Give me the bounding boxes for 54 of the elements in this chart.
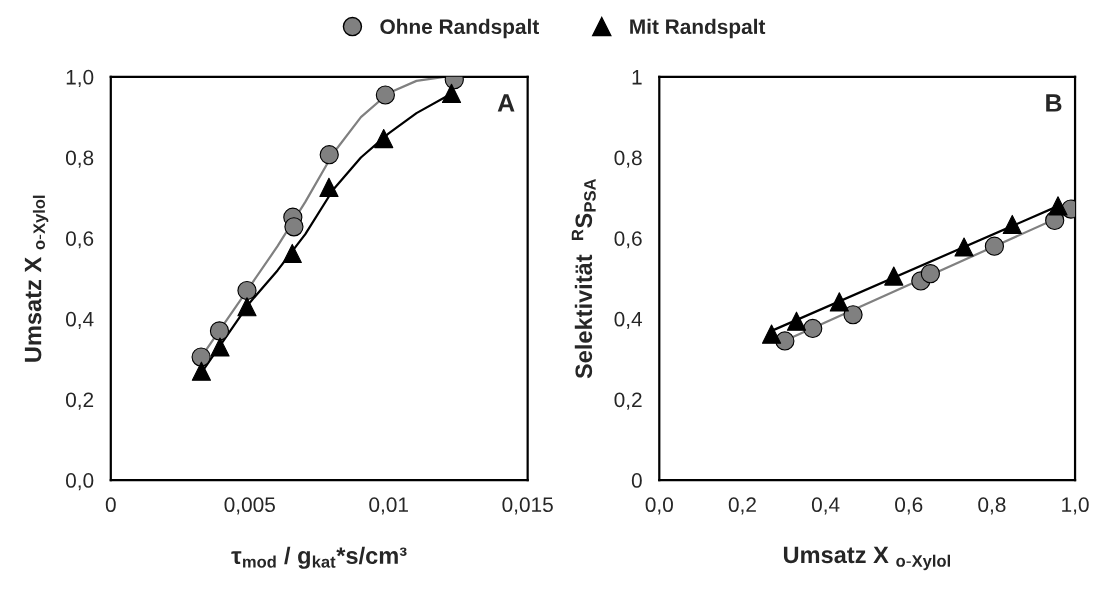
- y-axis-title: Umsatz X $_{o-Xylol}$: [24, 195, 49, 362]
- y-axis-title: Selektivität $^{R}$S$_{PSA}$: [571, 178, 596, 379]
- y-tick-label: 0: [631, 473, 642, 488]
- point: [210, 337, 230, 357]
- x-tick-label: 0: [105, 497, 116, 513]
- x-tick-label: 0,0: [645, 497, 673, 515]
- y-tick-label: 0,8: [614, 150, 642, 168]
- point: [920, 264, 940, 284]
- point: [209, 321, 230, 341]
- point: [191, 361, 212, 381]
- y-tick-label: 0,8: [65, 150, 94, 168]
- x-tick-label: 1,0: [1062, 497, 1089, 515]
- x-tick-label: 0,015: [502, 497, 553, 515]
- point: [843, 305, 863, 325]
- y-tick-label: 0,2: [614, 392, 642, 410]
- x-tick-label: 0,4: [811, 497, 840, 515]
- point: [374, 128, 394, 149]
- point: [237, 297, 257, 317]
- legend-label: Mit Randspalt: [630, 18, 766, 39]
- legend-label: Ohne Randspalt: [380, 18, 539, 39]
- point: [375, 85, 395, 105]
- point: [761, 324, 782, 344]
- x-tick-label: 0,005: [224, 497, 275, 515]
- x-tick-label: 0,01: [369, 497, 408, 515]
- y-tick-label: 0,6: [614, 231, 642, 249]
- point: [884, 266, 904, 286]
- annotation: B: [1046, 94, 1062, 112]
- y-tick-label: 0,6: [65, 231, 94, 249]
- y-tick-label: 0,4: [614, 311, 643, 329]
- point: [1002, 214, 1022, 235]
- point: [237, 280, 257, 301]
- point: [984, 236, 1005, 256]
- x-tick-label: 0,2: [728, 497, 756, 515]
- point: [282, 243, 302, 264]
- point: [1048, 196, 1068, 216]
- point: [786, 311, 807, 331]
- annotation: A: [497, 94, 515, 112]
- point: [829, 292, 849, 312]
- point: [319, 177, 339, 197]
- point: [954, 237, 974, 257]
- x-tick-label: 0,8: [978, 497, 1006, 515]
- y-tick-label: 0,0: [65, 473, 94, 491]
- y-tick-label: 1,0: [66, 69, 94, 88]
- x-axis-title: τ$_{mod}$ / g$_{kat}$*s/cm³: [231, 546, 407, 569]
- x-tick-label: 0,6: [895, 497, 923, 515]
- point: [441, 83, 462, 104]
- y-tick-label: 1: [632, 70, 642, 85]
- point: [319, 145, 339, 165]
- point: [803, 318, 823, 339]
- point: [191, 347, 211, 367]
- x-axis-title: Umsatz X $_{o-Xylol}$: [783, 546, 950, 571]
- y-tick-label: 0,2: [65, 392, 94, 410]
- y-tick-label: 0,4: [65, 311, 94, 329]
- point: [284, 217, 304, 237]
